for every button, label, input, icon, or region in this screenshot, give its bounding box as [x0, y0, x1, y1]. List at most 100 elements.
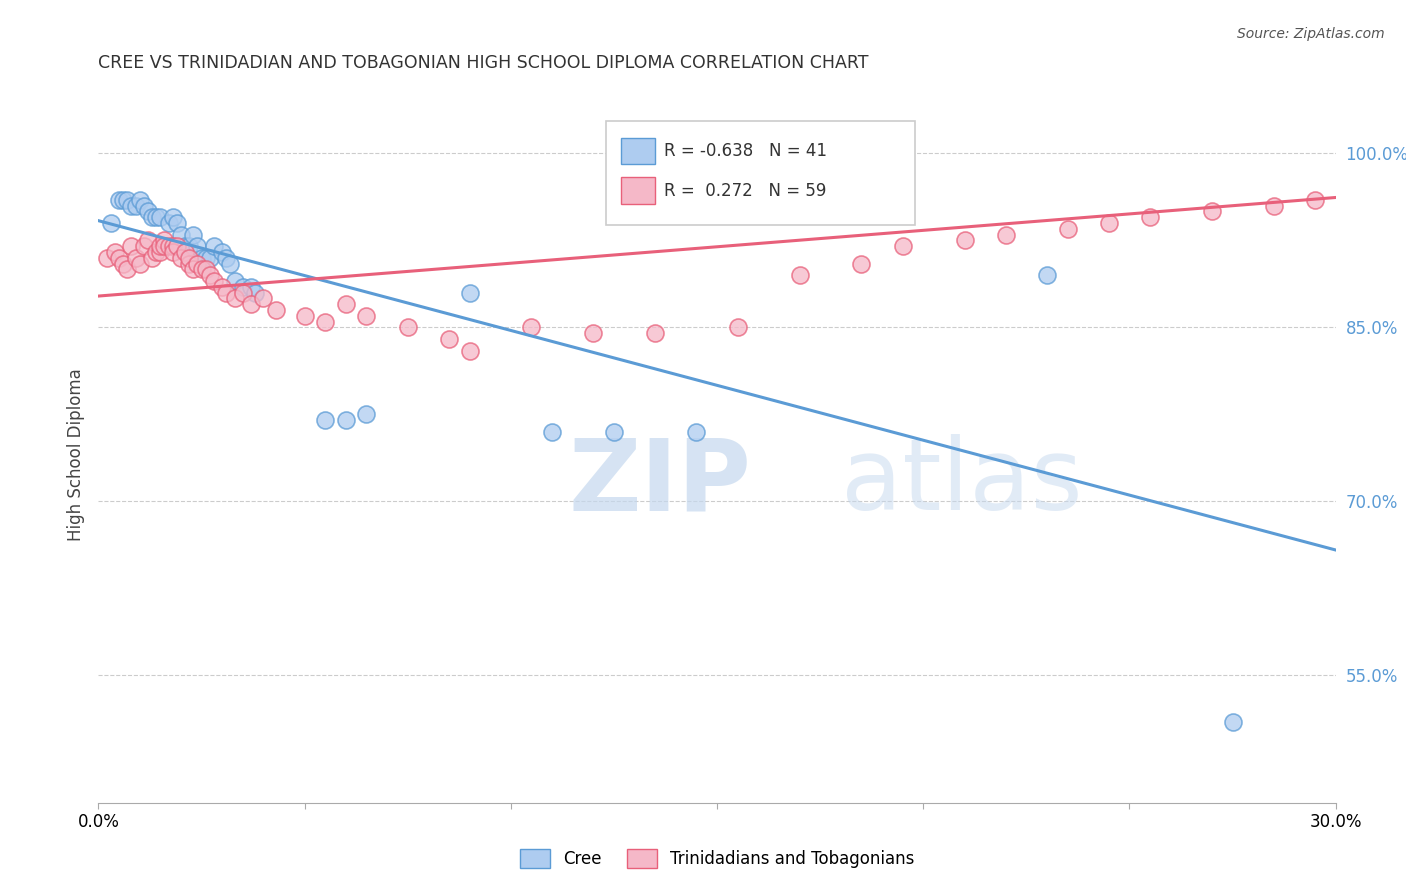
Point [240, 280, 263, 294]
Point [149, 239, 172, 253]
Point [1263, 199, 1285, 213]
Point [149, 211, 172, 225]
Point [202, 239, 225, 253]
Point [153, 233, 176, 247]
Point [149, 244, 172, 259]
Point [953, 233, 976, 247]
Point [198, 268, 221, 282]
Point [145, 211, 167, 225]
Point [356, 407, 378, 422]
Point [153, 239, 176, 253]
Point [851, 257, 873, 271]
Point [162, 211, 184, 225]
Point [1056, 222, 1078, 236]
Point [314, 413, 336, 427]
Point [356, 309, 378, 323]
Point [117, 193, 139, 207]
Point [224, 291, 246, 305]
Point [215, 251, 238, 265]
Point [174, 239, 197, 253]
Point [120, 199, 142, 213]
Point [224, 274, 246, 288]
Point [891, 239, 914, 253]
Point [117, 262, 139, 277]
Point [96, 251, 118, 265]
Text: R = -0.638   N = 41: R = -0.638 N = 41 [664, 142, 827, 160]
Point [294, 309, 316, 323]
Point [1303, 193, 1326, 207]
Y-axis label: High School Diploma: High School Diploma [66, 368, 84, 541]
Point [153, 239, 176, 253]
Legend: Cree, Trinidadians and Tobagonians: Cree, Trinidadians and Tobagonians [513, 842, 921, 874]
Point [120, 239, 142, 253]
Point [108, 251, 131, 265]
Point [685, 425, 707, 439]
Point [252, 291, 274, 305]
Text: Source: ZipAtlas.com: Source: ZipAtlas.com [1237, 27, 1385, 41]
FancyBboxPatch shape [620, 178, 655, 203]
Point [145, 244, 167, 259]
Text: CREE VS TRINIDADIAN AND TOBAGONIAN HIGH SCHOOL DIPLOMA CORRELATION CHART: CREE VS TRINIDADIAN AND TOBAGONIAN HIGH … [98, 54, 869, 71]
Point [186, 239, 208, 253]
Point [219, 257, 242, 271]
Point [603, 425, 626, 439]
Point [157, 216, 180, 230]
Point [211, 280, 233, 294]
FancyBboxPatch shape [606, 121, 915, 226]
Point [335, 413, 357, 427]
Point [174, 244, 197, 259]
Point [100, 216, 122, 230]
Point [194, 251, 217, 265]
Point [789, 268, 811, 282]
Point [190, 262, 212, 277]
Point [157, 239, 180, 253]
Point [181, 262, 204, 277]
Point [1036, 268, 1059, 282]
Point [1098, 216, 1121, 230]
Point [136, 204, 159, 219]
Point [994, 227, 1017, 242]
Point [181, 227, 204, 242]
Point [186, 257, 208, 271]
Point [141, 251, 163, 265]
Point [520, 320, 543, 334]
Point [170, 227, 193, 242]
FancyBboxPatch shape [620, 137, 655, 164]
Point [170, 251, 193, 265]
Point [211, 244, 233, 259]
Point [1222, 714, 1244, 729]
Text: R =  0.272   N = 59: R = 0.272 N = 59 [664, 182, 827, 200]
Text: ZIP: ZIP [568, 434, 751, 532]
Point [112, 193, 135, 207]
Point [190, 251, 212, 265]
Point [128, 257, 150, 271]
Point [215, 285, 238, 300]
Point [644, 326, 666, 341]
Point [1201, 204, 1223, 219]
Point [166, 239, 188, 253]
Point [541, 425, 564, 439]
Point [132, 239, 155, 253]
Point [240, 297, 263, 311]
Point [128, 193, 150, 207]
Point [179, 257, 201, 271]
Point [264, 303, 287, 318]
Point [727, 320, 749, 334]
Point [314, 315, 336, 329]
Text: atlas: atlas [841, 434, 1083, 532]
Point [179, 239, 201, 253]
Point [166, 216, 188, 230]
Point [202, 274, 225, 288]
Point [124, 199, 146, 213]
Point [458, 285, 481, 300]
Point [437, 332, 460, 346]
Point [396, 320, 419, 334]
Point [243, 285, 266, 300]
Point [179, 251, 201, 265]
Point [1139, 211, 1161, 225]
Point [132, 199, 155, 213]
Point [104, 244, 127, 259]
Point [124, 251, 146, 265]
Point [194, 262, 217, 277]
Point [335, 297, 357, 311]
